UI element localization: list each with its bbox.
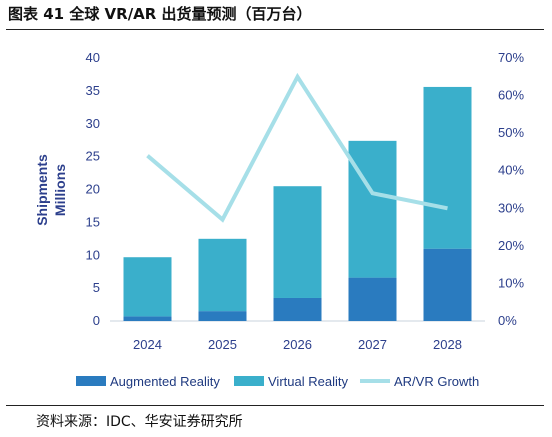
y2-tick-label: 60% xyxy=(498,88,524,103)
bar-augmented-reality xyxy=(198,311,247,321)
bar-augmented-reality xyxy=(348,277,397,321)
y-tick-label: 0 xyxy=(93,313,100,328)
y-tick-label: 5 xyxy=(93,280,100,295)
y-tick-label: 10 xyxy=(86,247,100,262)
y2-tick-label: 70% xyxy=(498,50,524,65)
line-ar-vr-growth xyxy=(146,72,448,223)
title-rule xyxy=(6,29,544,30)
y-axis-left: 0 5 10 15 20 25 30 35 40 xyxy=(86,50,100,328)
y-tick-label: 30 xyxy=(86,116,100,131)
y-axis-label-line: Shipments xyxy=(34,154,50,226)
y-tick-label: 15 xyxy=(86,214,100,229)
y-tick-label: 20 xyxy=(86,182,100,197)
y2-tick-label: 50% xyxy=(498,125,524,140)
source-note: 资料来源：IDC、华安证券研究所 xyxy=(36,414,243,430)
x-tick-label: 2027 xyxy=(358,337,387,352)
legend-item-virtual-reality-swatch xyxy=(234,376,264,386)
legend-item-ar-vr-growth-label: AR/VR Growth xyxy=(394,374,479,389)
legend-item-virtual-reality-label: Virtual Reality xyxy=(268,374,348,389)
y2-tick-label: 10% xyxy=(498,275,524,290)
y2-tick-label: 30% xyxy=(498,200,524,215)
bar-augmented-reality xyxy=(273,297,322,321)
bar-series xyxy=(123,86,472,321)
x-tick-label: 2025 xyxy=(208,337,237,352)
y-axis-right: 0% 10% 20% 30% 40% 50% 60% 70% xyxy=(498,50,524,328)
bar-augmented-reality xyxy=(423,248,472,321)
legend-item-augmented-reality-label: Augmented Reality xyxy=(110,374,220,389)
y-tick-label: 35 xyxy=(86,83,100,98)
y2-tick-label: 40% xyxy=(498,163,524,178)
legend: Augmented Reality Virtual Reality AR/VR Gr… xyxy=(76,374,479,389)
x-axis: 2024 2025 2026 2027 2028 xyxy=(133,337,462,352)
y2-tick-label: 0% xyxy=(498,313,517,328)
y-axis-label-line: Millions xyxy=(52,164,68,216)
bar-augmented-reality xyxy=(123,316,172,321)
bar-virtual-reality xyxy=(198,238,247,312)
bar-virtual-reality xyxy=(273,186,322,298)
source-rule xyxy=(6,405,544,406)
x-tick-label: 2026 xyxy=(283,337,312,352)
legend-item-augmented-reality-swatch xyxy=(76,376,106,386)
y-tick-label: 40 xyxy=(86,50,100,65)
bar-virtual-reality xyxy=(123,257,172,317)
y2-tick-label: 20% xyxy=(498,238,524,253)
figure-title: 图表 41 全球 VR/AR 出货量预测（百万台） xyxy=(8,5,312,23)
bar-virtual-reality xyxy=(423,86,472,249)
growth-series xyxy=(146,72,448,223)
x-tick-label: 2028 xyxy=(433,337,462,352)
bar-virtual-reality xyxy=(348,140,397,278)
x-tick-label: 2024 xyxy=(133,337,162,352)
y-axis-label: Shipments Millions xyxy=(34,154,68,226)
y-tick-label: 25 xyxy=(86,149,100,164)
